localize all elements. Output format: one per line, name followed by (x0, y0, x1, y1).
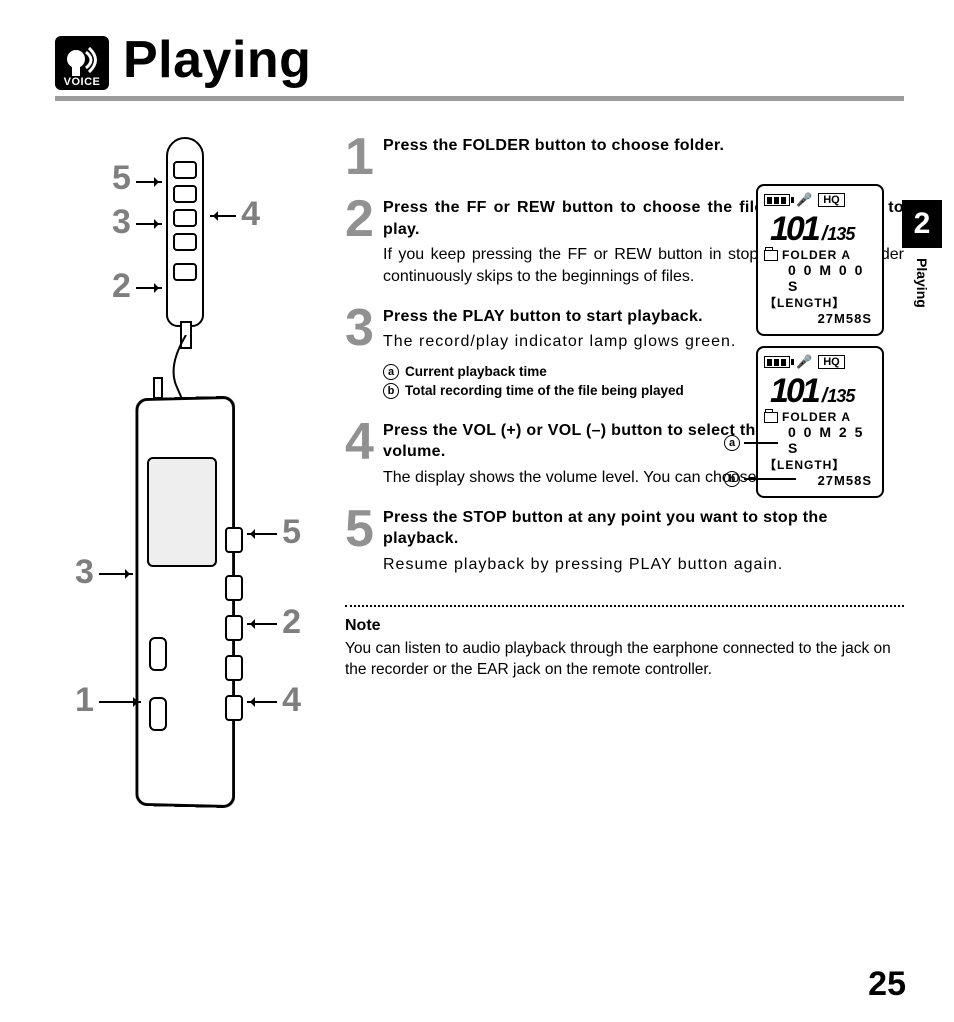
page-number: 25 (868, 965, 906, 1004)
step-number: 1 (345, 135, 379, 179)
step-1: 1 Press the FOLDER button to choose fold… (345, 135, 904, 179)
voice-icon: VOICE (55, 36, 109, 90)
step-number: 3 (345, 306, 379, 402)
callout-4: 4 (241, 195, 260, 234)
page-title: Playing (123, 30, 311, 90)
callout-r5: 5 (282, 513, 301, 552)
title-underline (55, 96, 904, 101)
page-header: VOICE Playing (55, 30, 904, 90)
chapter-number: 2 (902, 200, 942, 248)
step-detail: Resume playback by pressing PLAY button … (383, 554, 904, 576)
elapsed-time: 0 0 M 2 5 S (788, 424, 876, 456)
step-number: 4 (345, 420, 379, 489)
dotted-separator (345, 605, 904, 607)
folder-row: FOLDER A (764, 410, 876, 424)
step-number: 2 (345, 197, 379, 287)
length-value: 27M58S (764, 473, 876, 488)
callout-r2: 2 (282, 603, 301, 642)
step-heading: Press the FOLDER button to choose folder… (383, 135, 904, 157)
battery-icon (764, 356, 790, 368)
file-number: 101 / 135 (770, 374, 876, 408)
elapsed-time: 0 0 M 0 0 S (788, 262, 876, 294)
step-number: 5 (345, 507, 379, 576)
mic-icon: 🎤 (796, 192, 812, 208)
callout-r3: 3 (75, 553, 94, 592)
step-5: 5 Press the STOP button at any point you… (345, 507, 904, 576)
length-label: 【LENGTH】 (764, 456, 876, 473)
length-value: 27M58S (764, 311, 876, 326)
note-heading: Note (345, 617, 904, 635)
device-diagram: 5 3 2 4 3 1 (55, 125, 315, 817)
legend-b-icon: b (383, 383, 399, 399)
callout-r1: 1 (75, 681, 94, 720)
callout-3: 3 (112, 203, 131, 242)
annotation-b-icon: b (724, 471, 740, 487)
length-label: 【LENGTH】 (764, 294, 876, 311)
step-heading: Press the STOP button at any point you w… (383, 507, 904, 550)
legend-a-icon: a (383, 364, 399, 380)
chapter-tab: 2 Playing (902, 200, 942, 308)
mic-icon: 🎤 (796, 354, 812, 370)
lcd-display-1: 🎤 HQ 101 / 135 FOLDER A 0 0 M 0 0 S 【LEN… (756, 184, 884, 336)
callout-r4: 4 (282, 681, 301, 720)
callout-2: 2 (112, 267, 131, 306)
folder-icon (764, 250, 778, 261)
hq-badge: HQ (818, 193, 845, 207)
hq-badge: HQ (818, 355, 845, 369)
chapter-label: Playing (914, 258, 930, 308)
recorder-illustration: 3 1 5 2 4 (105, 397, 265, 817)
lcd-display-2: 🎤 HQ 101 / 135 FOLDER A 0 0 M 2 5 S 【LEN… (756, 346, 884, 498)
annotation-a-icon: a (724, 435, 740, 451)
note-body: You can listen to audio playback through… (345, 639, 904, 681)
folder-icon (764, 412, 778, 423)
callout-5: 5 (112, 159, 131, 198)
folder-row: FOLDER A (764, 248, 876, 262)
file-number: 101 / 135 (770, 212, 876, 246)
voice-label: VOICE (64, 76, 101, 88)
remote-illustration: 5 3 2 4 (140, 137, 230, 347)
battery-icon (764, 194, 790, 206)
